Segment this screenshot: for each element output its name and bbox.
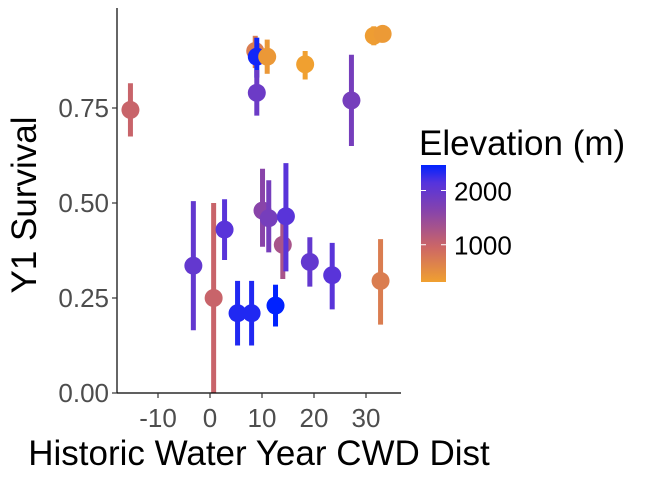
- point-marker: [184, 256, 203, 275]
- x-tick-label: 20: [300, 403, 329, 433]
- data-point: [258, 39, 277, 74]
- legend-label: 2000: [454, 176, 512, 206]
- point-marker: [121, 100, 140, 119]
- legend-ticks: 2000 1000: [421, 176, 512, 261]
- plot-area: [121, 24, 392, 393]
- data-point: [121, 83, 140, 137]
- data-point: [247, 70, 266, 116]
- legend-label: 1000: [454, 231, 512, 261]
- data-point: [373, 24, 392, 43]
- point-marker: [342, 91, 361, 110]
- point-marker: [259, 209, 278, 228]
- x-tick-label: -10: [139, 403, 177, 433]
- data-point: [276, 163, 295, 272]
- data-point: [300, 237, 319, 287]
- data-point: [242, 280, 261, 346]
- data-point: [215, 199, 234, 260]
- point-marker: [242, 304, 261, 323]
- y-axis-title: Y1 Survival: [5, 116, 44, 293]
- data-point: [228, 280, 247, 346]
- point-marker: [215, 220, 234, 239]
- data-point: [259, 180, 278, 253]
- data-point: [342, 54, 361, 146]
- point-marker: [273, 235, 292, 254]
- data-point: [204, 203, 223, 393]
- data-point: [184, 201, 203, 331]
- point-marker: [371, 271, 390, 290]
- data-point: [323, 242, 342, 310]
- point-marker: [373, 24, 392, 43]
- point-marker: [300, 252, 319, 271]
- point-marker: [276, 207, 295, 226]
- y-tick-label: 0.00: [58, 378, 109, 408]
- y-tick-label: 0.50: [58, 188, 109, 218]
- legend-colorbar: [421, 165, 446, 282]
- y-tick-label: 0.75: [58, 93, 109, 123]
- x-tick-label: 30: [352, 403, 381, 433]
- data-point: [371, 239, 390, 325]
- point-marker: [323, 266, 342, 285]
- legend-title: Elevation (m): [419, 124, 625, 163]
- legend: Elevation (m) 2000 1000: [419, 124, 625, 282]
- point-marker: [258, 47, 277, 66]
- point-marker: [266, 296, 285, 315]
- axes: 0.00 0.25 0.50 0.75 -10 0 10 20 30: [58, 93, 380, 433]
- point-marker: [247, 83, 266, 102]
- data-point: [266, 284, 285, 327]
- y-tick-label: 0.25: [58, 283, 109, 313]
- x-tick-label: 0: [203, 403, 217, 433]
- x-axis-title: Historic Water Year CWD Dist: [28, 434, 490, 473]
- x-tick-label: 10: [248, 403, 277, 433]
- point-marker: [228, 304, 247, 323]
- point-marker: [204, 289, 223, 307]
- data-point: [296, 51, 315, 80]
- point-marker: [296, 55, 315, 74]
